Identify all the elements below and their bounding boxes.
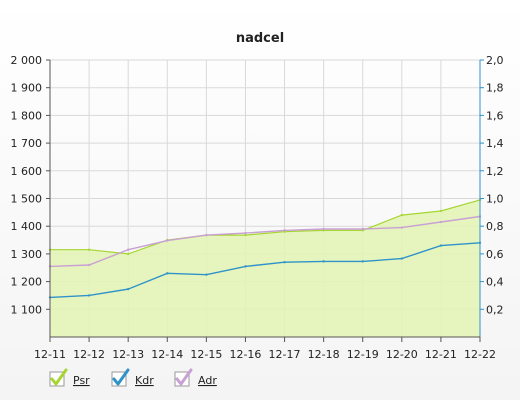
data-point-psr-12-20 xyxy=(400,213,404,217)
check-icon xyxy=(112,368,130,386)
series-area-psr xyxy=(50,199,480,337)
x-tick-label: 12-22 xyxy=(464,348,496,361)
data-point-psr-12-13 xyxy=(126,252,130,256)
data-point-kdr-12-16 xyxy=(244,265,247,268)
x-tick-label: 12-14 xyxy=(151,348,183,361)
x-tick-label: 12-16 xyxy=(229,348,261,361)
legend-item-kdr[interactable]: Kdr xyxy=(111,368,154,387)
data-point-kdr-12-15 xyxy=(205,273,208,276)
x-tick-label: 12-11 xyxy=(34,348,66,361)
data-point-kdr-12-14 xyxy=(166,272,169,275)
x-tick-label: 12-13 xyxy=(112,348,144,361)
data-point-psr-12-12 xyxy=(87,248,91,251)
data-point-kdr-12-21 xyxy=(439,244,443,247)
series-line-adr xyxy=(49,215,481,268)
chart-title: nadcel xyxy=(236,31,284,46)
legend-label[interactable]: Psr xyxy=(73,374,90,387)
x-tick-label: 12-20 xyxy=(386,348,418,361)
y-right-tick-label: 1,2 xyxy=(486,165,504,178)
y-right-tick-label: 1,0 xyxy=(486,193,504,206)
y-right-tick-label: 0,2 xyxy=(486,303,504,316)
axes: 1 100 1 200 1 300 1 400 1 500 1 600 1 700 1 800… xyxy=(11,54,504,361)
data-point-adr-12-20 xyxy=(400,226,404,229)
x-tick-label: 12-18 xyxy=(308,348,340,361)
legend-label[interactable]: Kdr xyxy=(135,374,154,387)
y-right-tick-label: 0,8 xyxy=(486,220,504,233)
y-right-tick-label: 1,8 xyxy=(486,82,504,95)
check-icon xyxy=(50,368,68,386)
y-right-tick-label: 1,6 xyxy=(486,109,504,122)
check-icon xyxy=(175,368,193,386)
y-left-tick-label: 2 000 xyxy=(11,54,43,67)
data-point-psr-12-16 xyxy=(244,233,247,237)
data-point-kdr-12-17 xyxy=(283,261,286,264)
y-left-tick-label: 1 400 xyxy=(11,220,43,233)
y-right-tick-label: 0,6 xyxy=(486,248,504,261)
data-point-adr-12-12 xyxy=(87,263,91,267)
data-point-adr-12-15 xyxy=(205,233,208,237)
y-left-tick-label: 1 700 xyxy=(11,137,43,150)
data-point-adr-12-18 xyxy=(322,227,325,231)
series-line-kdr xyxy=(49,242,481,299)
data-point-adr-12-14 xyxy=(166,239,169,242)
legend-item-psr[interactable]: Psr xyxy=(49,368,90,387)
y-left-tick-label: 1 600 xyxy=(11,165,43,178)
y-left-tick-label: 1 100 xyxy=(11,303,43,316)
x-tick-label: 12-12 xyxy=(73,348,105,361)
y-left-tick-label: 1 300 xyxy=(11,248,43,261)
x-tick-label: 12-17 xyxy=(269,348,301,361)
series-line-psr xyxy=(50,199,481,255)
data-point-kdr-12-13 xyxy=(126,287,130,291)
legend[interactable]: Psr Kdr Adr xyxy=(49,368,217,387)
y-left-tick-label: 1 800 xyxy=(11,109,43,122)
x-tick-label: 12-21 xyxy=(425,348,457,361)
data-point-kdr-12-20 xyxy=(400,257,404,260)
y-left-tick-label: 1 200 xyxy=(11,276,43,289)
data-point-kdr-12-19 xyxy=(361,260,364,263)
y-right-tick-label: 2,0 xyxy=(486,54,504,67)
line-layer xyxy=(48,198,482,299)
data-point-adr-12-21 xyxy=(439,220,443,224)
area-layer xyxy=(50,199,481,337)
legend-item-adr[interactable]: Adr xyxy=(174,368,217,387)
x-tick-label: 12-19 xyxy=(347,348,379,361)
y-right-tick-label: 1,4 xyxy=(486,137,504,150)
data-point-kdr-12-12 xyxy=(87,294,91,297)
y-left-tick-label: 1 900 xyxy=(11,82,43,95)
data-point-adr-12-17 xyxy=(283,229,286,232)
legend-label[interactable]: Adr xyxy=(198,374,217,387)
y-left-tick-label: 1 500 xyxy=(11,193,43,206)
data-point-adr-12-13 xyxy=(126,248,130,251)
y-right-tick-label: 0,4 xyxy=(486,276,504,289)
x-tick-label: 12-15 xyxy=(190,348,222,361)
data-point-adr-12-16 xyxy=(244,231,247,235)
data-point-adr-12-19 xyxy=(361,227,364,231)
data-point-psr-12-21 xyxy=(439,209,443,213)
data-point-kdr-12-18 xyxy=(322,260,325,263)
